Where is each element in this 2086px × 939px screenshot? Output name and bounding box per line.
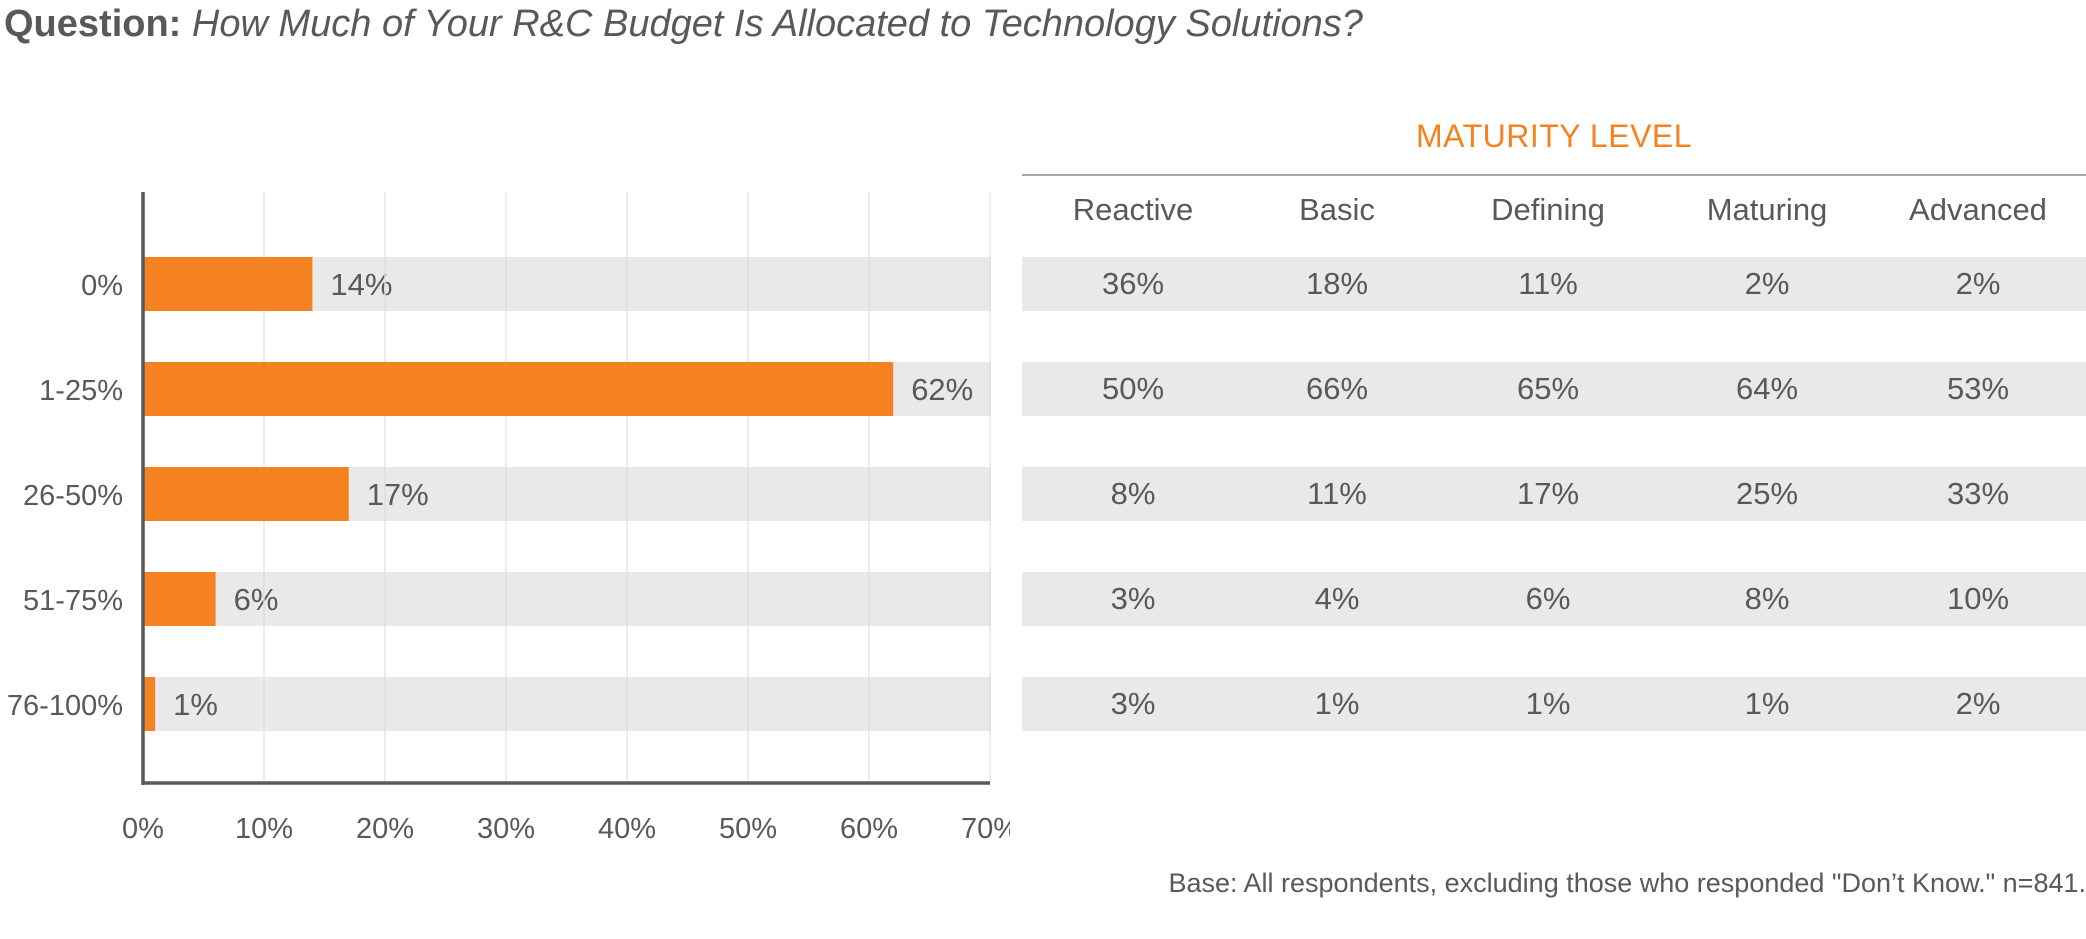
table-cell: 2%: [1955, 266, 2001, 301]
bar-value-label: 14%: [330, 267, 392, 302]
bar-background-band: [143, 677, 990, 731]
table-row: 3% 4% 6% 8% 10%: [1022, 572, 2086, 626]
budget-bar-chart: 14% 0% 62% 1-25% 17% 26-50% 6% 51-75% 1% 76-100% 0…: [7, 192, 1010, 845]
x-tick-label: 60%: [840, 813, 898, 845]
table-cell: 1%: [1314, 686, 1360, 721]
table-cell: 33%: [1946, 476, 2010, 511]
table-cell: 8%: [1110, 476, 1156, 511]
bar: [143, 677, 156, 731]
table-row: 50% 66% 65% 64% 53%: [1022, 362, 2086, 416]
table-cell: 17%: [1516, 476, 1580, 511]
column-header-defining: Defining: [1491, 192, 1605, 227]
table-cell: 66%: [1305, 371, 1369, 406]
column-header-basic: Basic: [1299, 192, 1375, 227]
category-label: 51-75%: [23, 585, 123, 617]
bar-background-band: [143, 572, 990, 626]
x-tick-label: 70%: [961, 813, 1010, 845]
question-text: How Much of Your R&C Budget Is Allocated…: [191, 3, 1363, 45]
column-header-maturing: Maturing: [1706, 192, 1828, 227]
table-cell: 8%: [1744, 581, 1790, 616]
bar-value-label: 1%: [173, 687, 218, 722]
table-cell: 18%: [1305, 266, 1369, 301]
bar-value-label: 62%: [911, 372, 973, 407]
bar-value-label: 17%: [367, 477, 429, 512]
table-cell: 2%: [1744, 266, 1790, 301]
table-row: 8% 11% 17% 25% 33%: [1022, 467, 2086, 521]
table-cell: 2%: [1955, 686, 2001, 721]
bar: [143, 467, 349, 521]
x-tick-label: 50%: [719, 813, 777, 845]
table-cell: 6%: [1525, 581, 1571, 616]
bar: [143, 362, 894, 416]
table-cell: 64%: [1735, 371, 1799, 406]
category-label: 1-25%: [39, 375, 123, 407]
x-tick-label: 20%: [356, 813, 414, 845]
x-tick-label: 30%: [477, 813, 535, 845]
maturity-level-title: MATURITY LEVEL: [1415, 118, 1693, 154]
bar-value-label: 6%: [234, 582, 279, 617]
table-cell: 4%: [1314, 581, 1360, 616]
category-label: 76-100%: [7, 690, 123, 722]
table-cell: 3%: [1110, 581, 1156, 616]
column-header-reactive: Reactive: [1072, 192, 1194, 227]
base-footnote: Base: All respondents, excluding those w…: [1168, 868, 2086, 898]
table-cell: 36%: [1101, 266, 1165, 301]
x-tick-label: 0%: [122, 813, 164, 845]
bar: [143, 572, 216, 626]
question-title: Question: How Much of Your R&C Budget Is…: [4, 0, 1363, 48]
category-label: 26-50%: [23, 480, 123, 512]
table-row: 36% 18% 11% 2% 2%: [1022, 257, 2086, 311]
table-cell: 65%: [1516, 371, 1580, 406]
table-cell: 11%: [1518, 266, 1578, 301]
table-cell: 10%: [1946, 581, 2010, 616]
table-cell: 3%: [1110, 686, 1156, 721]
question-label: Question:: [4, 3, 182, 45]
maturity-header-rule: [1022, 174, 2086, 176]
bar: [143, 257, 313, 311]
table-cell: 53%: [1946, 371, 2010, 406]
x-tick-label: 40%: [598, 813, 656, 845]
table-cell: 1%: [1525, 686, 1571, 721]
x-tick-label: 10%: [235, 813, 293, 845]
table-cell: 50%: [1101, 371, 1165, 406]
table-cell: 25%: [1735, 476, 1799, 511]
table-cell: 11%: [1307, 476, 1367, 511]
category-label: 0%: [81, 270, 123, 302]
table-row: 3% 1% 1% 1% 2%: [1022, 677, 2086, 731]
table-cell: 1%: [1744, 686, 1790, 721]
column-header-advanced: Advanced: [1909, 192, 2047, 227]
